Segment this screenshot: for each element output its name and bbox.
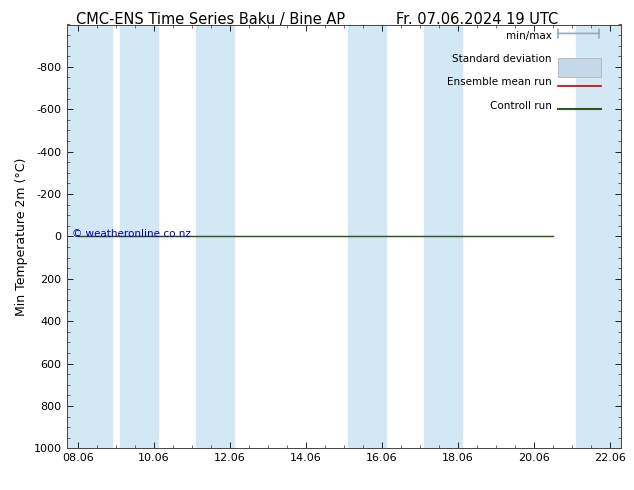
Bar: [120, 24, 158, 448]
Text: © weatheronline.co.nz: © weatheronline.co.nz: [72, 229, 191, 239]
Bar: [576, 24, 621, 448]
Text: CMC-ENS Time Series Baku / Bine AP: CMC-ENS Time Series Baku / Bine AP: [76, 12, 345, 27]
Y-axis label: Min Temperature 2m (°C): Min Temperature 2m (°C): [15, 157, 28, 316]
Text: Fr. 07.06.2024 19 UTC: Fr. 07.06.2024 19 UTC: [396, 12, 558, 27]
Bar: [196, 24, 234, 448]
FancyBboxPatch shape: [557, 58, 601, 77]
Text: min/max: min/max: [506, 31, 552, 41]
Bar: [347, 24, 385, 448]
Bar: [67, 24, 112, 448]
Text: Standard deviation: Standard deviation: [453, 54, 552, 64]
Text: Controll run: Controll run: [490, 101, 552, 111]
Text: Ensemble mean run: Ensemble mean run: [447, 77, 552, 88]
Bar: [424, 24, 462, 448]
